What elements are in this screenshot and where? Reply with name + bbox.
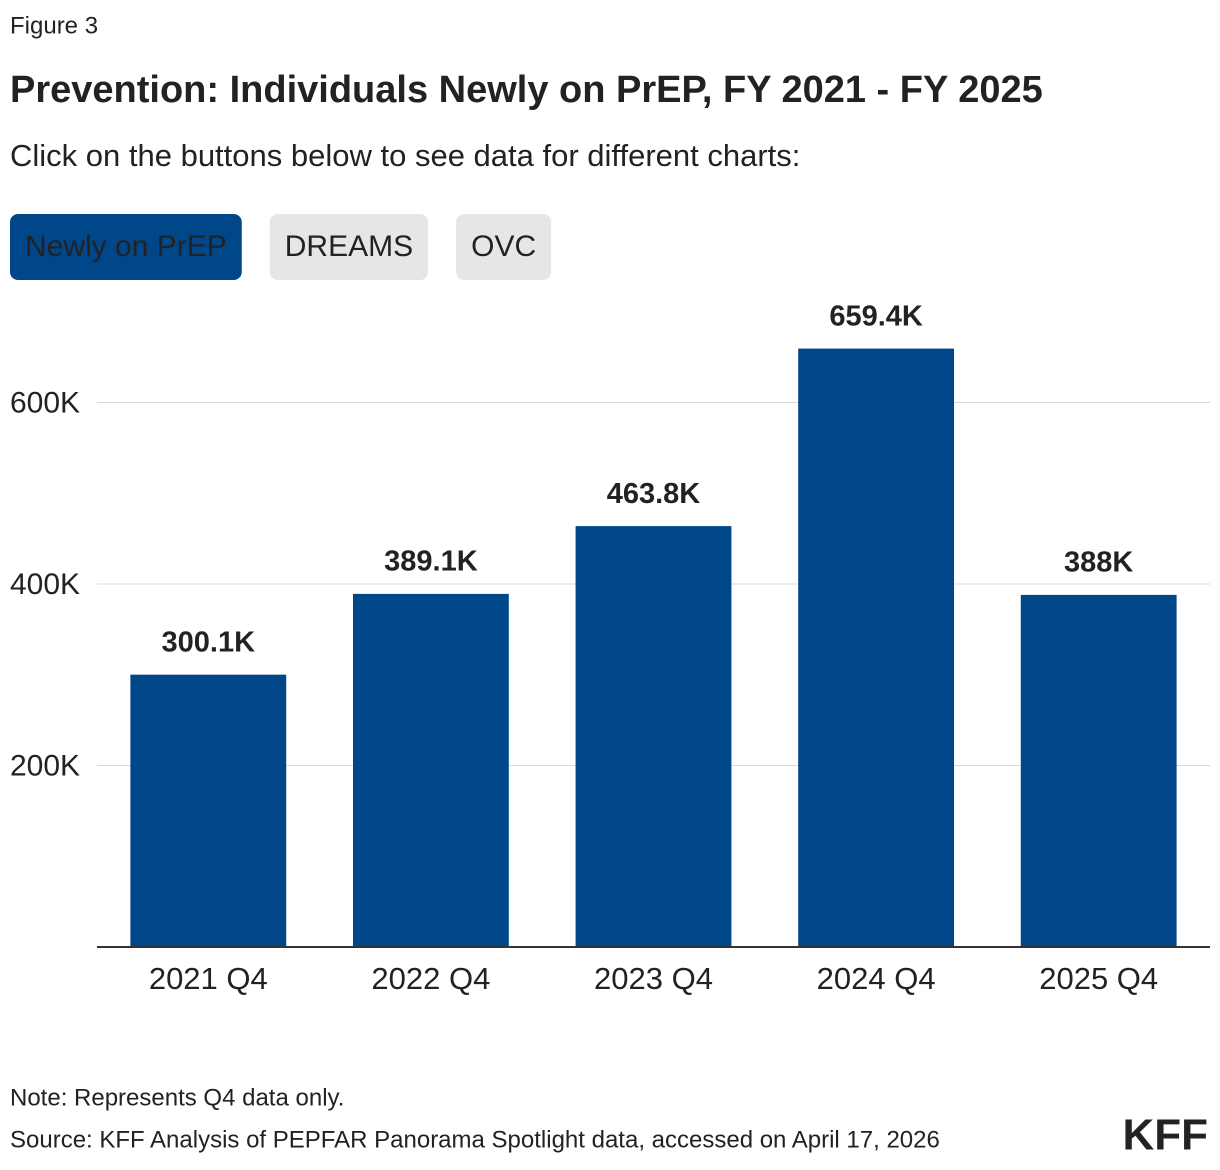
subtitle: Click on the buttons below to see data f…	[10, 138, 800, 173]
x-tick-label: 2022 Q4	[371, 961, 490, 996]
figure-label: Figure 3	[10, 12, 98, 39]
logo: KFF	[1122, 1111, 1208, 1160]
y-tick-label: 400K	[10, 568, 80, 601]
button-background	[269, 214, 429, 280]
plot-area: 200K 400K 600K 2021 Q4 300.1K 2022 Q4 389.1K 20…	[10, 300, 1210, 996]
note: Note: Represents Q4 data only.	[10, 1084, 344, 1111]
button-label: OVC	[471, 230, 536, 263]
chart-title: Prevention: Individuals Newly on PrEP, F…	[10, 69, 1043, 111]
y-tick-label: 600K	[10, 386, 80, 419]
bar	[130, 674, 287, 947]
tab-button[interactable]: Newly on PrEP	[10, 214, 242, 280]
x-tick-label: 2024 Q4	[817, 961, 936, 996]
data-label: 389.1K	[384, 546, 478, 578]
data-label: 388K	[1064, 547, 1133, 579]
data-label: 300.1K	[162, 626, 256, 658]
x-tick-label: 2023 Q4	[594, 961, 713, 996]
tab-button[interactable]: DREAMS	[269, 214, 429, 280]
button-background	[456, 214, 552, 280]
button-label: Newly on PrEP	[25, 230, 227, 263]
bar	[1020, 594, 1177, 947]
button-background	[10, 214, 242, 280]
button-label: DREAMS	[285, 230, 413, 263]
tab-button[interactable]: OVC	[456, 214, 552, 280]
bar	[352, 593, 509, 947]
bar	[575, 526, 732, 947]
data-label: 463.8K	[607, 478, 701, 510]
x-tick-label: 2021 Q4	[149, 961, 268, 996]
button-bar: Newly on PrEP DREAMS OVC	[10, 214, 552, 280]
y-tick-label: 200K	[10, 749, 80, 782]
data-label: 659.4K	[829, 300, 923, 332]
bar	[798, 348, 955, 948]
x-tick-label: 2025 Q4	[1039, 961, 1158, 996]
source: Source: KFF Analysis of PEPFAR Panorama …	[10, 1126, 940, 1153]
